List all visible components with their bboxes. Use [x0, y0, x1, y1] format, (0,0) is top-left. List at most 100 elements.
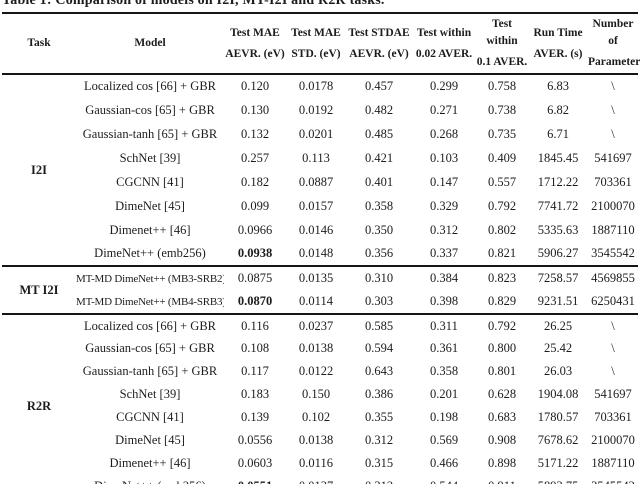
- metric-cell: 0.0157: [298, 198, 334, 213]
- table-row: I2I Localized cos [66] + GBR 0.120 0.017…: [2, 74, 638, 177]
- metric-cell: 5335.63: [537, 222, 579, 237]
- col-header-test-within-002: Test within 0.02 AVER.: [412, 13, 476, 74]
- metric-cell: 0.801: [487, 364, 517, 378]
- header-line2: STD. (eV): [291, 47, 341, 60]
- metric-cell: 0.183: [240, 387, 270, 401]
- metric-cell: 0.358: [364, 198, 394, 213]
- model-name: Gaussian-tanh [65] + GBR: [82, 364, 218, 378]
- model-name: Gaussian-tanh [65] + GBR: [82, 126, 218, 141]
- table-row: Dimenet++ [46] 0.0603 0.0116 0.315 0.466…: [2, 452, 638, 475]
- model-name: MT-MD DimeNet++ (MB4-SRB3): [76, 295, 224, 308]
- metric-cell: \: [611, 364, 615, 378]
- table-row: Gaussian-cos [65] + GBR 0.108 0.0138 0.5…: [2, 337, 638, 360]
- metric-cell: 0.0201: [298, 126, 334, 141]
- metric-cell: 0.0138: [298, 341, 334, 355]
- table-row: DimeNet++ (emb256) 0.0938 0.0148 0.356 0…: [2, 242, 638, 266]
- table-row: SchNet [39] 0.183 0.150 0.386 0.201 0.62…: [2, 383, 638, 406]
- header-line2: AVER. (s): [533, 47, 583, 60]
- metric-cell: 0.147: [429, 174, 459, 189]
- metric-cell: 0.116: [241, 318, 269, 333]
- metric-cell: 0.0146: [298, 222, 334, 237]
- table-row: MT I2I MT-MD DimeNet++ (MB3-SRB2) 0.0875…: [2, 266, 638, 297]
- metric-cell: 0.823: [487, 271, 517, 285]
- table-row: R2R Localized cos [66] + GBR 0.116 0.023…: [2, 314, 638, 413]
- metric-cell: \: [611, 341, 615, 355]
- metric-cell: 0.738: [487, 102, 517, 117]
- col-header-num-parameters: Number of Parameters: [588, 13, 640, 74]
- metric-cell: 0.0603: [237, 456, 273, 470]
- metric-cell: 0.257: [240, 150, 270, 165]
- header-line1: Test MAE: [230, 26, 280, 39]
- model-name: Gaussian-cos [65] + GBR: [85, 102, 215, 117]
- metric-cell: 0.310: [364, 271, 394, 285]
- task-label-i2i: I2I: [31, 162, 47, 177]
- metric-cell: 0.800: [487, 341, 517, 355]
- metric-cell: 0.384: [429, 271, 459, 285]
- metric-cell: 541697: [594, 387, 632, 401]
- header-line1: Test STDAE: [348, 26, 410, 39]
- metric-cell: 541697: [594, 150, 632, 165]
- metric-cell: 0.358: [429, 364, 459, 378]
- metric-cell: 0.482: [364, 102, 394, 117]
- table-header: Task Model Test MAE AEVR. (eV) Test MAE …: [2, 13, 640, 74]
- model-name: DimeNet++ (emb256): [94, 246, 206, 260]
- metric-cell: 3545542: [591, 246, 635, 260]
- table-row: MT-MD DimeNet++ (MB4-SRB3) 0.0870 0.0114…: [2, 290, 638, 314]
- metric-cell: 0.0178: [298, 79, 334, 93]
- model-name: DimeNet [45]: [115, 198, 185, 213]
- metric-cell: 0.594: [364, 341, 394, 355]
- metric-cell: 0.0148: [298, 246, 334, 260]
- header-line2: AEVR. (eV): [349, 47, 409, 60]
- model-name: DimeNet [45]: [115, 433, 185, 447]
- metric-cell: 0.312: [364, 433, 394, 447]
- metric-cell: 0.898: [487, 456, 517, 470]
- metric-cell: 5171.22: [537, 456, 579, 470]
- metric-cell: 3545542: [588, 475, 638, 484]
- metric-cell-best: 0.0870: [237, 294, 273, 308]
- header-line1: Run Time: [533, 26, 583, 39]
- metric-cell: 26.25: [543, 318, 573, 333]
- metric-cell: 1904.08: [537, 387, 579, 401]
- metric-cell: 0.361: [429, 341, 459, 355]
- col-header-model-label: Model: [134, 37, 166, 49]
- metric-cell: 1887110: [591, 222, 635, 237]
- col-header-task-label: Task: [27, 37, 51, 49]
- metric-cell: 25.42: [543, 341, 573, 355]
- section-r2r: R2R Localized cos [66] + GBR 0.116 0.023…: [2, 314, 638, 484]
- header-line1: Number of: [592, 18, 634, 47]
- metric-cell: 0.130: [240, 102, 270, 117]
- task-label-r2r: R2R: [26, 398, 52, 413]
- metric-cell: 7678.62: [537, 433, 579, 447]
- metric-cell: 0.421: [364, 150, 394, 165]
- model-name: SchNet [39]: [119, 387, 181, 401]
- header-line2: Parameters: [588, 56, 640, 68]
- metric-cell: 0.683: [487, 410, 517, 424]
- metric-cell: 7741.72: [537, 198, 579, 213]
- metric-cell: 0.102: [301, 410, 331, 424]
- metric-cell: 0.735: [487, 126, 517, 141]
- metric-cell: 0.312: [429, 222, 459, 237]
- metric-cell: 0.150: [301, 387, 331, 401]
- metric-cell: 0.0137: [286, 475, 346, 484]
- metric-cell: 0.557: [487, 174, 517, 189]
- model-name: CGCNN [41]: [116, 410, 184, 424]
- metric-cell: 0.337: [429, 246, 459, 260]
- metric-cell: 0.386: [364, 387, 394, 401]
- metric-cell: 4569855: [591, 271, 635, 285]
- metric-cell: 6.71: [547, 126, 569, 141]
- model-name: Dimenet++ [46]: [109, 456, 191, 470]
- header-line1: Test within: [416, 26, 472, 39]
- metric-cell: 0.401: [364, 174, 394, 189]
- table-row: SchNet [39] 0.257 0.113 0.421 0.103 0.40…: [2, 146, 638, 170]
- metric-cell: \: [611, 126, 615, 141]
- model-name: MT-MD DimeNet++ (MB3-SRB2): [76, 272, 224, 285]
- metric-cell: 0.312: [346, 475, 412, 484]
- metric-cell: \: [611, 102, 615, 117]
- col-header-test-mae-std: Test MAE STD. (eV): [286, 13, 346, 74]
- metric-cell: 0.0237: [298, 318, 334, 333]
- metric-cell: 0.398: [429, 294, 459, 308]
- table-row: DimeNet++ (emb256) 0.0551 0.0137 0.312 0…: [2, 475, 638, 484]
- metric-cell: 0.758: [487, 79, 517, 93]
- metric-cell: 0.792: [487, 318, 517, 333]
- metric-cell: 0.103: [429, 150, 459, 165]
